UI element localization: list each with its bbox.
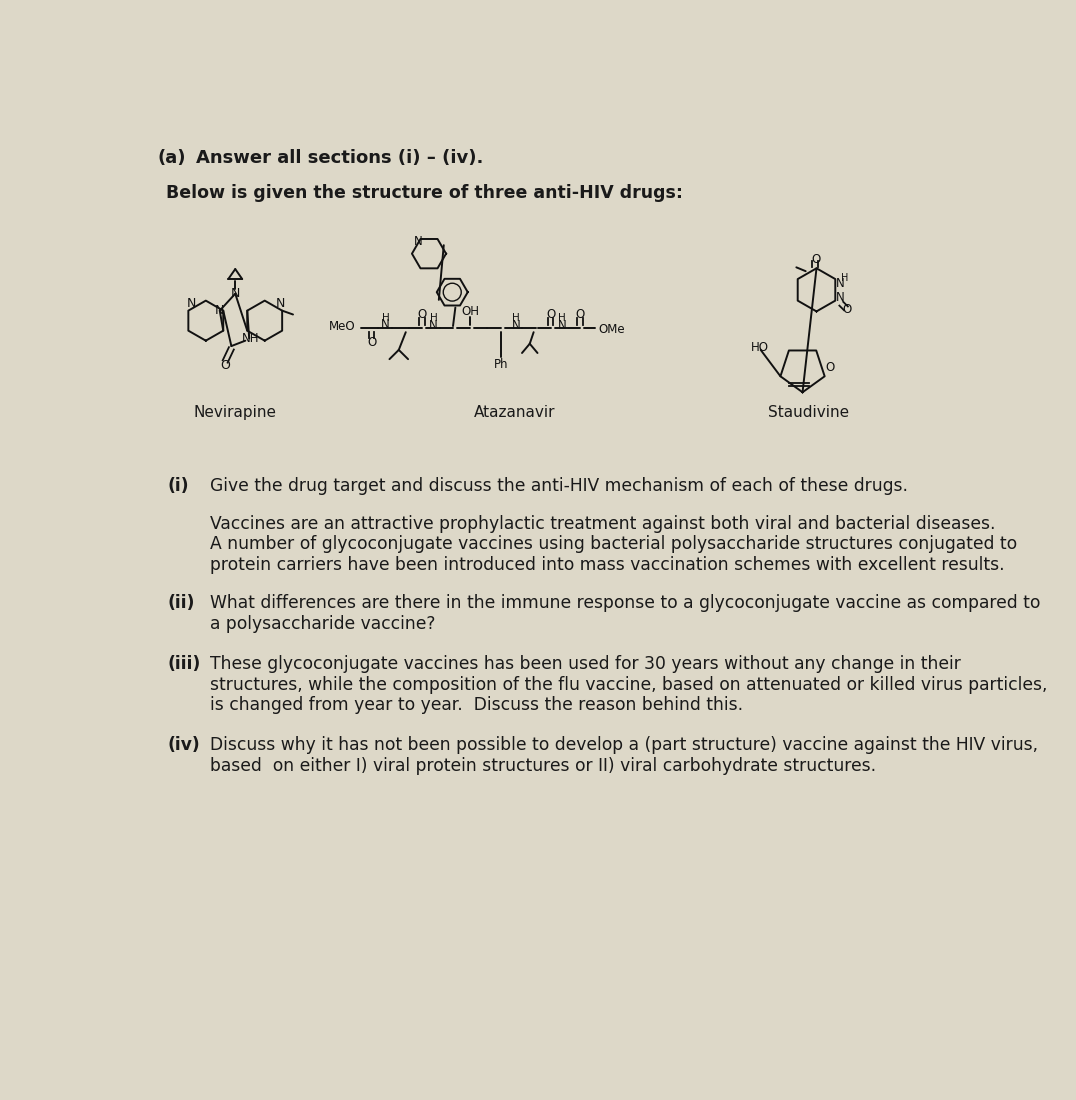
Text: (ii): (ii) (167, 594, 195, 612)
Text: (i): (i) (167, 477, 188, 495)
Text: N: N (187, 297, 197, 310)
Text: O: O (417, 308, 427, 321)
Text: OMe: OMe (598, 323, 624, 337)
Text: NH: NH (242, 332, 259, 345)
Text: OH: OH (462, 305, 479, 318)
Text: O: O (812, 253, 821, 265)
Text: A number of glycoconjugate vaccines using bacterial polysaccharide structures co: A number of glycoconjugate vaccines usin… (211, 536, 1018, 553)
Text: N: N (511, 319, 520, 332)
Text: O: O (843, 304, 852, 317)
Text: N: N (381, 318, 390, 331)
Text: Ph: Ph (494, 358, 508, 371)
Text: H: H (840, 273, 848, 283)
Text: Give the drug target and discuss the anti-HIV mechanism of each of these drugs.: Give the drug target and discuss the ant… (211, 477, 908, 495)
Text: (iii): (iii) (167, 654, 200, 673)
Text: N: N (558, 319, 567, 332)
Text: is changed from year to year.  Discuss the reason behind this.: is changed from year to year. Discuss th… (211, 696, 744, 714)
Text: These glycoconjugate vaccines has been used for 30 years without any change in t: These glycoconjugate vaccines has been u… (211, 654, 961, 673)
Text: O: O (576, 308, 584, 321)
Text: Atazanavir: Atazanavir (473, 406, 555, 420)
Text: Below is given the structure of three anti-HIV drugs:: Below is given the structure of three an… (166, 185, 682, 202)
Text: N: N (215, 304, 225, 317)
Text: MeO: MeO (329, 320, 355, 333)
Text: H: H (512, 312, 520, 322)
Text: O: O (367, 336, 377, 349)
Text: Answer all sections (i) – (iv).: Answer all sections (i) – (iv). (197, 148, 484, 167)
Text: N: N (429, 319, 438, 332)
Text: (a): (a) (158, 148, 186, 167)
Text: N: N (836, 292, 845, 304)
Text: H: H (382, 312, 390, 322)
Text: protein carriers have been introduced into mass vaccination schemes with excelle: protein carriers have been introduced in… (211, 557, 1005, 574)
Text: O: O (825, 361, 834, 374)
Text: (iv): (iv) (167, 737, 200, 755)
Text: Staudivine: Staudivine (768, 406, 849, 420)
Text: H: H (558, 312, 566, 322)
Text: O: O (546, 308, 555, 321)
Text: O: O (221, 359, 230, 372)
Text: structures, while the composition of the flu vaccine, based on attenuated or kil: structures, while the composition of the… (211, 675, 1048, 694)
Text: Vaccines are an attractive prophylactic treatment against both viral and bacteri: Vaccines are an attractive prophylactic … (211, 515, 996, 532)
Text: Nevirapine: Nevirapine (194, 406, 277, 420)
Text: N: N (275, 297, 285, 310)
Text: a polysaccharide vaccine?: a polysaccharide vaccine? (211, 615, 436, 632)
Text: N: N (836, 277, 845, 290)
Text: H: H (429, 312, 438, 322)
Text: N: N (230, 287, 240, 300)
Text: N: N (414, 234, 423, 248)
Text: HO: HO (751, 341, 768, 354)
Text: What differences are there in the immune response to a glycoconjugate vaccine as: What differences are there in the immune… (211, 594, 1040, 612)
Text: Discuss why it has not been possible to develop a (part structure) vaccine again: Discuss why it has not been possible to … (211, 737, 1038, 755)
Text: based  on either I) viral protein structures or II) viral carbohydrate structure: based on either I) viral protein structu… (211, 757, 877, 776)
